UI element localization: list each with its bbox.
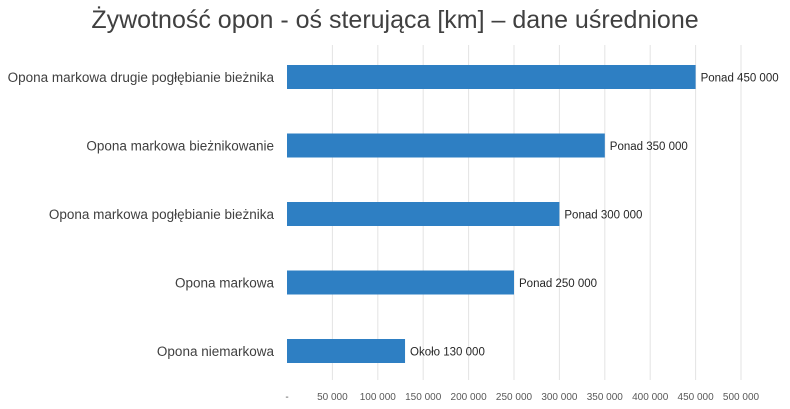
data-label: Około 130 000	[410, 347, 485, 359]
category-label: Opona markowa	[175, 276, 275, 291]
x-tick-label: 400 000	[632, 392, 669, 403]
x-tick-label: 250 000	[496, 392, 533, 403]
x-tick-label: -	[285, 392, 288, 403]
data-label: Ponad 450 000	[701, 73, 779, 85]
x-tick-label: 150 000	[405, 392, 442, 403]
bar	[287, 133, 605, 158]
x-tick-label: 100 000	[360, 392, 397, 403]
category-label: Opona markowa bieżnikowanie	[86, 139, 274, 154]
x-tick-label: 350 000	[587, 392, 624, 403]
data-labels: Ponad 450 000 Ponad 350 000 Ponad 300 000 P…	[410, 73, 779, 359]
bars	[287, 65, 696, 363]
x-tick-label: 300 000	[541, 392, 578, 403]
category-label: Opona niemarkowa	[157, 344, 275, 359]
category-label: Opona markowa drugie pogłębianie bieżnik…	[8, 70, 275, 85]
data-label: Ponad 300 000	[564, 210, 642, 222]
chart-title: Żywotność opon - oś sterująca [km] – dan…	[91, 6, 699, 34]
x-tick-label: 200 000	[451, 392, 488, 403]
x-tick-label: 500 000	[723, 392, 760, 403]
data-label: Ponad 250 000	[519, 278, 597, 290]
category-labels: Opona markowa drugie pogłębianie bieżnik…	[8, 70, 275, 359]
bar	[287, 65, 696, 89]
x-tick-label: 50 000	[317, 392, 348, 403]
bar	[287, 270, 514, 295]
data-label: Ponad 350 000	[610, 141, 688, 153]
x-tick-label: 450 000	[678, 392, 715, 403]
x-axis-ticks: - 50 000 100 000 150 000 200 000 250 000 300 0…	[285, 392, 759, 403]
bar	[287, 202, 560, 226]
bar	[287, 339, 406, 363]
category-label: Opona markowa pogłębianie bieżnika	[49, 207, 275, 222]
